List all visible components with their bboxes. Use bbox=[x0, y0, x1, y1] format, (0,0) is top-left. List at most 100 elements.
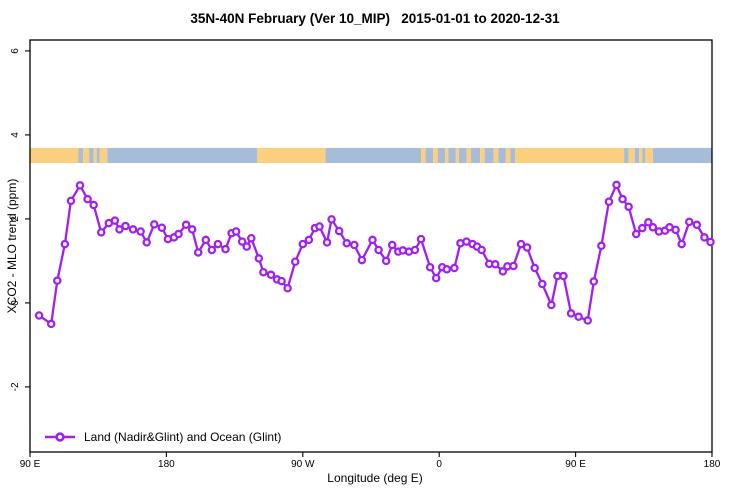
band-segment-ocean bbox=[642, 147, 646, 164]
data-point bbox=[53, 276, 62, 285]
data-point bbox=[416, 234, 426, 244]
band-segment-ocean bbox=[510, 147, 515, 164]
data-point bbox=[387, 240, 397, 250]
data-point bbox=[298, 239, 308, 249]
data-point bbox=[589, 277, 599, 286]
data-point bbox=[342, 239, 352, 248]
data-point bbox=[181, 220, 191, 230]
data-point bbox=[237, 237, 247, 246]
x-tick-label: 180 bbox=[158, 459, 175, 470]
band-segment-ocean bbox=[634, 147, 640, 164]
data-point bbox=[213, 239, 223, 249]
data-point bbox=[334, 226, 344, 236]
data-point bbox=[638, 223, 647, 233]
data-point bbox=[96, 228, 106, 237]
data-point bbox=[121, 221, 130, 231]
data-point bbox=[60, 239, 70, 249]
band-segment-ocean bbox=[107, 147, 258, 164]
data-point bbox=[491, 260, 500, 269]
data-point bbox=[547, 300, 556, 310]
data-point bbox=[115, 225, 124, 234]
data-point bbox=[207, 245, 217, 255]
data-point bbox=[110, 216, 120, 225]
y-tick-label: 2 bbox=[10, 216, 21, 222]
data-point bbox=[315, 222, 324, 231]
x-tick-label: 0 bbox=[436, 459, 442, 470]
legend: Land (Nadir&Glint) and Ocean (Glint) bbox=[44, 430, 281, 444]
data-point bbox=[583, 316, 592, 325]
data-point bbox=[700, 233, 709, 242]
data-point bbox=[350, 240, 359, 250]
data-point bbox=[631, 229, 641, 239]
data-point bbox=[46, 319, 56, 329]
band-segment-land bbox=[433, 147, 438, 164]
band-segment-land bbox=[628, 147, 635, 164]
data-point bbox=[671, 225, 680, 235]
data-point bbox=[66, 196, 76, 206]
data-point bbox=[174, 229, 183, 239]
data-point bbox=[322, 238, 332, 247]
data-point bbox=[142, 238, 151, 247]
data-point bbox=[231, 227, 241, 236]
band-segment-ocean bbox=[96, 147, 100, 164]
data-point bbox=[566, 309, 576, 318]
data-point bbox=[157, 223, 167, 232]
band-segment-ocean bbox=[437, 147, 446, 164]
data-point bbox=[259, 267, 268, 277]
x-axis-title: Longitude (deg E) bbox=[327, 471, 423, 485]
y-tick-label: 6 bbox=[10, 48, 21, 54]
band-segment-land bbox=[514, 147, 625, 164]
data-point bbox=[597, 241, 606, 251]
band-segment-ocean bbox=[425, 147, 434, 164]
band-segment-ocean bbox=[484, 147, 494, 164]
y-axis-title: XCO2 - MLO trend (ppm) bbox=[5, 178, 19, 314]
band-segment-land bbox=[83, 147, 90, 164]
data-point bbox=[247, 233, 256, 243]
x-tick-label: 180 bbox=[704, 459, 721, 470]
data-point bbox=[374, 245, 383, 255]
data-point bbox=[450, 263, 459, 273]
band-segment-land bbox=[639, 147, 643, 164]
band-segment-land bbox=[455, 147, 459, 164]
y-tick-label: 0 bbox=[10, 300, 21, 306]
band-segment-ocean bbox=[448, 147, 456, 164]
data-point bbox=[242, 242, 251, 251]
data-point bbox=[442, 265, 452, 274]
data-point bbox=[89, 200, 98, 210]
data-point bbox=[327, 215, 336, 224]
band-segment-land bbox=[257, 147, 326, 164]
data-point bbox=[277, 276, 286, 286]
data-point bbox=[574, 312, 583, 322]
band-segment-ocean bbox=[652, 147, 712, 164]
data-point bbox=[644, 218, 653, 227]
data-point bbox=[304, 235, 314, 245]
data-point bbox=[624, 202, 633, 211]
data-point bbox=[410, 245, 420, 255]
band-segment-land bbox=[93, 147, 97, 164]
data-point bbox=[34, 311, 44, 320]
data-point bbox=[254, 254, 264, 263]
band-segment-land bbox=[445, 147, 449, 164]
data-point bbox=[530, 263, 539, 273]
band-segment-land bbox=[480, 147, 485, 164]
data-point bbox=[685, 217, 694, 227]
data-point bbox=[538, 279, 547, 289]
data-point bbox=[509, 261, 518, 271]
band-segment-ocean bbox=[78, 147, 84, 164]
band-segment-ocean bbox=[89, 147, 94, 164]
data-point bbox=[290, 257, 300, 266]
x-tick-label: 90 E bbox=[20, 459, 41, 470]
band-segment-ocean bbox=[471, 147, 481, 164]
band-segment-land bbox=[493, 147, 499, 164]
data-point bbox=[381, 256, 391, 266]
data-point bbox=[559, 271, 568, 281]
band-segment-land bbox=[99, 147, 108, 164]
band-segment-ocean bbox=[624, 147, 629, 164]
y-tick-label: 4 bbox=[10, 132, 21, 138]
band-segment-land bbox=[505, 147, 511, 164]
data-point bbox=[221, 244, 230, 254]
plot-border bbox=[29, 39, 713, 453]
chart-title: 35N-40N February (Ver 10_MIP) 2015-01-01… bbox=[190, 11, 560, 26]
